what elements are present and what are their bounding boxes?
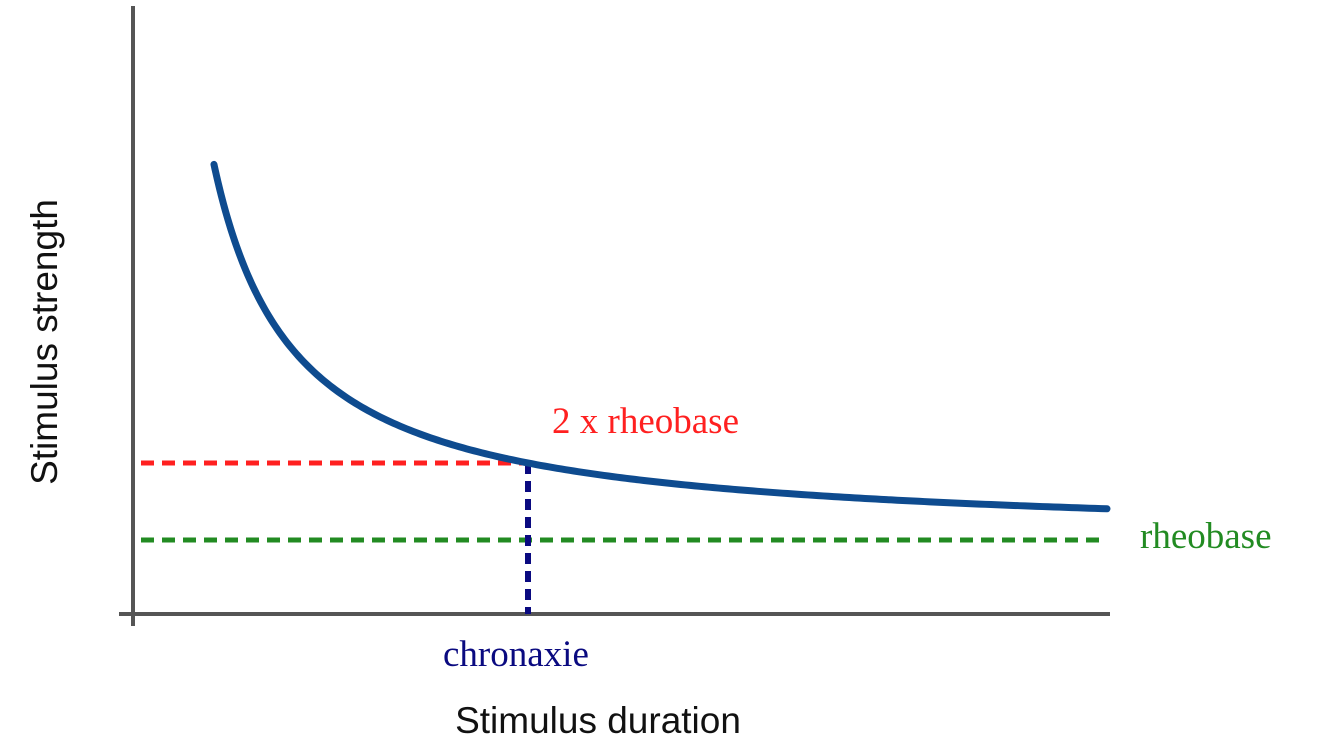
- strength-duration-curve: [210, 160, 1111, 513]
- chronaxie-label: chronaxie: [443, 634, 589, 675]
- reference-lines: [141, 460, 1100, 614]
- rheobase-label: rheobase: [1140, 516, 1272, 557]
- x-axis-title: Stimulus duration: [455, 700, 741, 741]
- two-rheobase-label: 2 x rheobase: [552, 401, 739, 442]
- axes: [119, 6, 1110, 626]
- y-axis-title: Stimulus strength: [24, 199, 65, 485]
